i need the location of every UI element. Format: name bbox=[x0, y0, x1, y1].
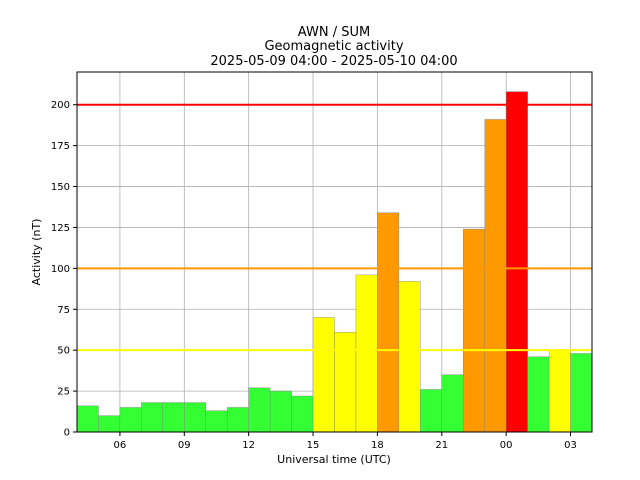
chart-title-line-1: AWN / SUM bbox=[298, 25, 370, 40]
bar-5 bbox=[98, 415, 121, 433]
bar-27 bbox=[570, 353, 593, 433]
bar-4 bbox=[76, 405, 99, 433]
bar-22 bbox=[463, 228, 485, 433]
x-axis-ticks: 06 09 12 15 18 21 00 03 bbox=[114, 432, 577, 451]
y-axis-ticks: 0 25 50 75 100 125 150 175 200 bbox=[51, 100, 77, 439]
x-tick-label: 06 bbox=[114, 440, 127, 451]
bar-17 bbox=[355, 274, 378, 433]
y-axis-label: Activity (nT) bbox=[30, 219, 43, 286]
bar-16 bbox=[334, 331, 357, 433]
bar-15 bbox=[312, 317, 335, 433]
x-tick-label: 00 bbox=[500, 440, 513, 451]
x-tick-label: 09 bbox=[178, 440, 191, 451]
bar-12 bbox=[248, 387, 271, 433]
y-tick-label: 200 bbox=[51, 100, 70, 111]
bar-26 bbox=[548, 349, 571, 433]
x-axis-label: Universal time (UTC) bbox=[277, 453, 391, 466]
x-tick-label: 21 bbox=[435, 440, 448, 451]
threshold-lines bbox=[77, 103, 592, 352]
bar-13 bbox=[269, 390, 292, 433]
y-tick-label: 50 bbox=[57, 346, 70, 357]
bar-21 bbox=[441, 374, 464, 433]
bar-18 bbox=[377, 212, 400, 433]
bar-8 bbox=[162, 402, 185, 433]
x-tick-label: 12 bbox=[242, 440, 255, 451]
x-tick-label: 03 bbox=[564, 440, 577, 451]
chart-title-line-3: 2025-05-09 04:00 - 2025-05-10 04:00 bbox=[210, 54, 457, 69]
y-tick-label: 100 bbox=[51, 264, 70, 275]
chart-title-line-2: Geomagnetic activity bbox=[264, 39, 403, 54]
bar-10 bbox=[205, 410, 228, 433]
bar-20 bbox=[420, 389, 442, 433]
bar-11 bbox=[227, 407, 249, 433]
y-tick-label: 125 bbox=[51, 223, 70, 234]
bar-24 bbox=[505, 91, 528, 433]
x-tick-label: 18 bbox=[371, 440, 384, 451]
bar-19 bbox=[398, 281, 421, 433]
bar-14 bbox=[291, 395, 314, 433]
y-tick-label: 175 bbox=[51, 141, 70, 152]
x-tick-label: 15 bbox=[307, 440, 320, 451]
bar-7 bbox=[141, 402, 164, 433]
bar-9 bbox=[184, 402, 206, 433]
plot-frame bbox=[76, 71, 593, 433]
bar-23 bbox=[484, 119, 507, 433]
y-tick-label: 75 bbox=[57, 305, 70, 316]
bar-6 bbox=[119, 407, 142, 433]
bar-series bbox=[76, 91, 593, 433]
y-tick-label: 150 bbox=[51, 182, 70, 193]
y-tick-label: 25 bbox=[57, 387, 70, 398]
bar-25 bbox=[527, 356, 550, 433]
y-tick-label: 0 bbox=[64, 428, 70, 439]
